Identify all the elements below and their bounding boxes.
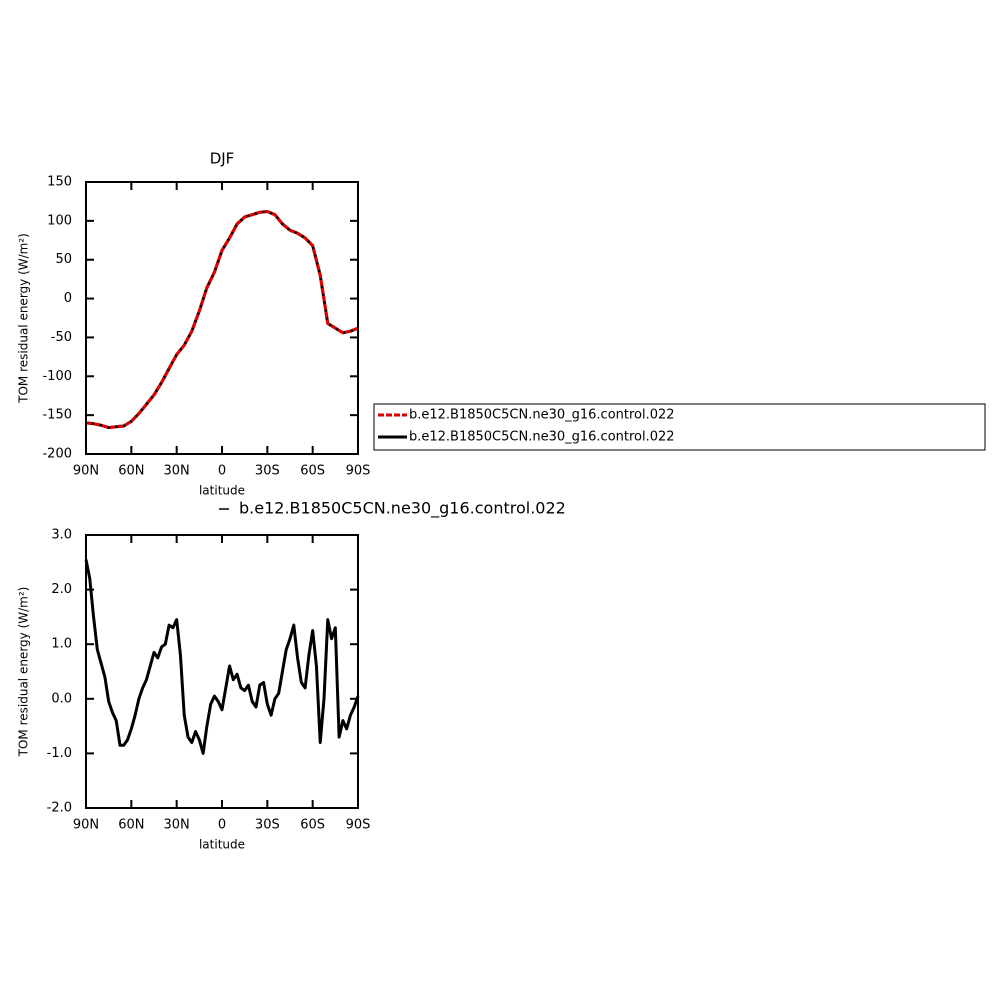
chart-title: DJF — [210, 150, 235, 168]
y-tick-label: 150 — [47, 175, 72, 190]
x-tick-label: 30S — [255, 818, 280, 833]
y-tick-label: 0.0 — [51, 691, 72, 706]
y-tick-label: 0 — [64, 291, 72, 306]
y-tick-label: -1.0 — [47, 746, 72, 761]
x-tick-label: 60N — [118, 464, 144, 479]
x-tick-label: 90S — [346, 818, 371, 833]
legend-label: b.e12.B1850C5CN.ne30_g16.control.022 — [239, 499, 566, 519]
y-tick-label: -2.0 — [47, 801, 72, 816]
data-line — [84, 559, 360, 755]
x-axis-label: latitude — [199, 838, 245, 852]
legend-label: b.e12.B1850C5CN.ne30_g16.control.022 — [409, 408, 675, 423]
x-tick-label: 90S — [346, 464, 371, 479]
y-tick-label: 1.0 — [51, 637, 72, 652]
plot-frame — [85, 181, 359, 455]
x-tick-label: 30S — [255, 464, 280, 479]
x-tick-label: 90N — [73, 464, 99, 479]
data-line — [85, 210, 359, 430]
y-tick-label: 100 — [47, 213, 72, 228]
data-line — [85, 210, 359, 430]
x-tick-label: 30N — [164, 464, 190, 479]
y-tick-label: -100 — [42, 369, 72, 384]
y-axis-label: TOM residual energy (W/m²) — [17, 587, 31, 758]
x-tick-label: 60S — [300, 464, 325, 479]
x-tick-label: 0 — [218, 464, 226, 479]
x-axis-label: latitude — [199, 484, 245, 498]
y-axis-label: TOM residual energy (W/m²) — [17, 233, 31, 404]
y-tick-label: -150 — [42, 408, 72, 423]
y-tick-label: 50 — [55, 252, 72, 267]
x-tick-label: 60S — [300, 818, 325, 833]
legend-label: b.e12.B1850C5CN.ne30_g16.control.022 — [409, 430, 675, 445]
y-tick-label: 3.0 — [51, 528, 72, 543]
x-tick-label: 60N — [118, 818, 144, 833]
legend-box — [373, 403, 986, 451]
y-tick-label: 2.0 — [51, 582, 72, 597]
y-tick-label: -50 — [51, 330, 72, 345]
y-tick-label: -200 — [42, 447, 72, 462]
x-tick-label: 0 — [218, 818, 226, 833]
x-tick-label: 30N — [164, 818, 190, 833]
x-tick-label: 90N — [73, 818, 99, 833]
